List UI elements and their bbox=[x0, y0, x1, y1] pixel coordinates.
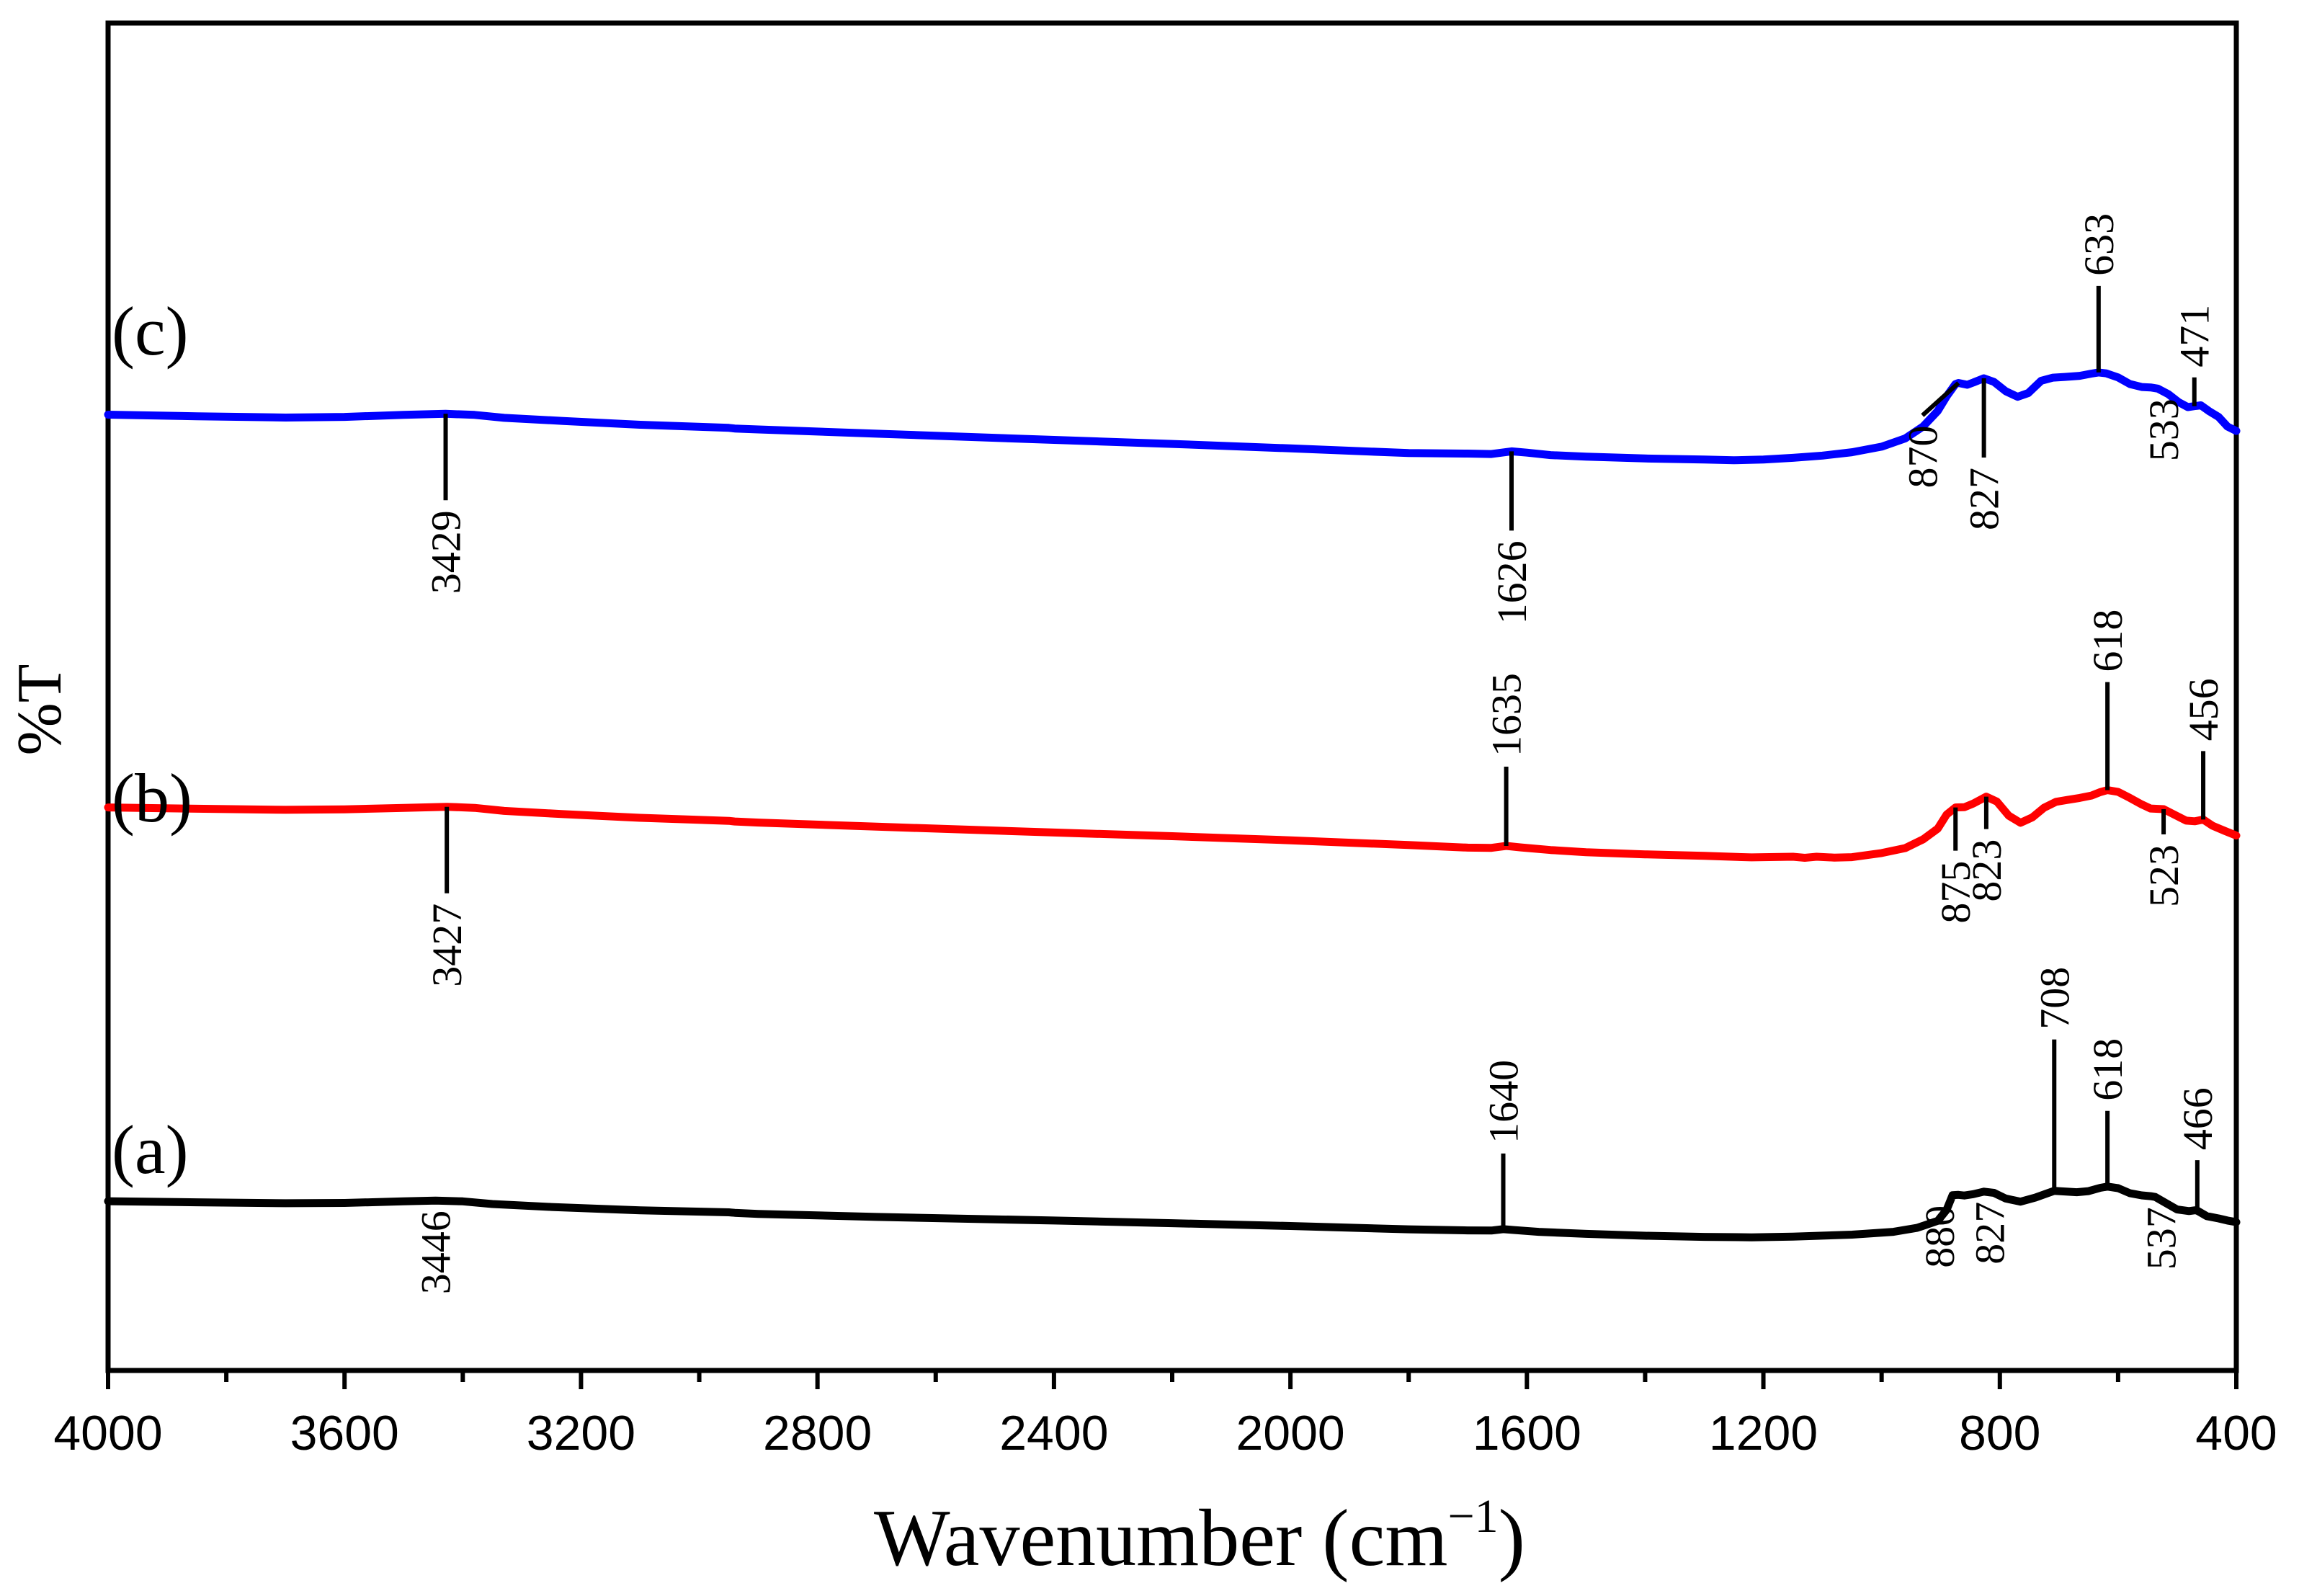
peak-label: 466 bbox=[2174, 1087, 2221, 1150]
peak-label: 3427 bbox=[424, 904, 470, 987]
peak-label: 537 bbox=[2138, 1207, 2185, 1270]
x-tick-label: 400 bbox=[2195, 1406, 2277, 1461]
plot-frame bbox=[105, 20, 2239, 1373]
plot-frame-rect bbox=[105, 20, 2239, 1373]
peak-label: 618 bbox=[2084, 1038, 2131, 1101]
series-line-a bbox=[104, 1182, 2241, 1241]
x-tick-label: 4000 bbox=[53, 1406, 162, 1461]
series-line-c bbox=[104, 368, 2241, 465]
x-tick-label: 1600 bbox=[1473, 1406, 1581, 1461]
peak-label: 1626 bbox=[1488, 540, 1535, 624]
x-tick-label: 2400 bbox=[999, 1406, 1108, 1461]
x-tick-label: 3200 bbox=[527, 1406, 635, 1461]
series-label-b: (b) bbox=[112, 759, 192, 837]
peak-label: 708 bbox=[2031, 967, 2078, 1030]
y-axis-label: %T bbox=[5, 664, 75, 755]
peak-label: 523 bbox=[2140, 844, 2187, 907]
peak-label: 618 bbox=[2084, 610, 2131, 672]
peak-label: 3446 bbox=[413, 1211, 460, 1294]
series-line-b bbox=[104, 786, 2241, 862]
x-axis: 4000 3600 3200 2800 2400 2000 1600 1200 800 400 bbox=[53, 1370, 2277, 1461]
peak-label: 875 bbox=[1932, 861, 1979, 924]
peak-label: 823 bbox=[1963, 839, 2010, 902]
peak-label: 1635 bbox=[1483, 673, 1530, 757]
peak-label: 3429 bbox=[423, 510, 470, 594]
series-group bbox=[104, 368, 2241, 1241]
peak-label: 1640 bbox=[1481, 1060, 1527, 1143]
peak-label: 471 bbox=[2171, 305, 2218, 367]
series-labels: (a) (b) (c) bbox=[112, 293, 192, 1188]
peak-label: 827 bbox=[1967, 1202, 2014, 1265]
peak-label: 633 bbox=[2076, 213, 2122, 276]
x-tick-label: 800 bbox=[1959, 1406, 2040, 1461]
peak-leader-line bbox=[1921, 381, 1960, 417]
series-label-c: (c) bbox=[112, 293, 189, 370]
series-label-a: (a) bbox=[112, 1111, 189, 1188]
peak-label: 456 bbox=[2180, 678, 2227, 741]
peak-label: 827 bbox=[1961, 468, 2008, 530]
x-tick-label: 2000 bbox=[1236, 1406, 1344, 1461]
peak-label: 880 bbox=[1916, 1205, 1963, 1268]
x-axis-label: Wavenumber (cm−1) bbox=[874, 1490, 1525, 1583]
peak-label: 533 bbox=[2140, 398, 2187, 461]
peak-label: 870 bbox=[1899, 426, 1946, 489]
x-tick-label: 1200 bbox=[1709, 1406, 1818, 1461]
x-tick-label: 2800 bbox=[763, 1406, 872, 1461]
x-tick-label: 3600 bbox=[290, 1406, 399, 1461]
